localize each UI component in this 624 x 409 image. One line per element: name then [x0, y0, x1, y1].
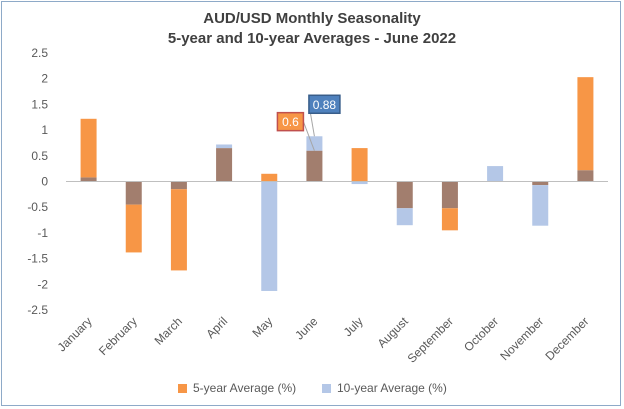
x-tick-label-october: October: [461, 314, 501, 354]
x-tick-label-september: September: [405, 314, 456, 365]
bar-august-10-year: [396, 208, 413, 226]
chart-title: AUD/USD Monthly Seasonality: [203, 10, 421, 27]
legend-item-10-year: 10-year Average (%): [322, 381, 447, 395]
bar-march-overlap: [170, 181, 187, 190]
annotations: 0.6 0.88: [276, 94, 341, 151]
bar-november-overlap: [532, 181, 549, 186]
bar-may-10-year: [261, 181, 278, 291]
y-tick-label: 0: [41, 175, 48, 189]
bar-march-5-year: [170, 189, 187, 271]
x-tick-label-june: June: [292, 314, 321, 343]
bar-july-10-year: [351, 181, 368, 185]
x-tick-label-november: November: [497, 314, 546, 363]
bar-december-5-year: [577, 77, 594, 171]
x-axis: January February March April May June July Augu…: [55, 314, 592, 366]
x-tick-label-august: August: [375, 314, 412, 351]
y-axis: 2.5 2 1.5 1 0.5 0 -0.5 -1 -1.5 -2 -2.5: [27, 46, 48, 317]
bar-may-5-year: [261, 173, 278, 182]
bar-july-5-year: [351, 148, 368, 182]
annotation-box-0-88: [308, 94, 341, 115]
annotation-label: 0.6: [282, 115, 299, 129]
x-tick-label-february: February: [96, 314, 140, 358]
bars: [80, 77, 594, 291]
bar-november-10-year: [532, 185, 549, 226]
bar-april-10-year: [216, 144, 233, 149]
y-tick-label: -1: [37, 226, 48, 240]
y-tick-label: 1.5: [31, 97, 48, 111]
bar-december-overlap: [577, 170, 594, 182]
bar-september-overlap: [441, 181, 458, 209]
x-tick-label-april: April: [203, 314, 230, 341]
annotation-leader-0-6: [302, 121, 315, 151]
bar-january-overlap: [80, 177, 97, 182]
bar-february-overlap: [125, 181, 142, 205]
bar-june-overlap: [306, 150, 323, 182]
legend-label-10-year: 10-year Average (%): [337, 381, 447, 395]
legend-item-5-year: 5-year Average (%): [178, 381, 296, 395]
x-tick-label-january: January: [55, 314, 95, 354]
y-tick-label: -1.5: [27, 252, 48, 266]
y-tick-label: 0.5: [31, 149, 48, 163]
bar-january-5-year: [80, 118, 97, 178]
chart-subtitle: 5-year and 10-year Averages - June 2022: [167, 30, 457, 47]
bar-june-10-year: [306, 136, 323, 151]
x-tick-label-december: December: [542, 314, 591, 363]
x-tick-label-may: May: [249, 314, 275, 340]
legend-swatch-10-year: [322, 383, 331, 393]
y-tick-label: -2: [37, 277, 48, 291]
bar-august-overlap: [396, 181, 413, 209]
annotation-box-0-6: [276, 111, 305, 132]
y-tick-label: 2.5: [31, 46, 48, 60]
legend-swatch-5-year: [178, 383, 187, 393]
bar-february-5-year: [125, 204, 142, 253]
bar-september-5-year: [441, 208, 458, 231]
annotation-label: 0.88: [313, 98, 337, 112]
bar-april-overlap: [216, 148, 233, 182]
legend: 5-year Average (%) 10-year Average (%): [0, 381, 624, 399]
y-tick-label: -0.5: [27, 200, 48, 214]
y-tick-label: 2: [41, 72, 48, 86]
y-tick-label: 1: [41, 123, 48, 137]
bar-october-10-year: [487, 166, 504, 182]
x-tick-label-july: July: [341, 314, 366, 339]
x-tick-label-march: March: [152, 314, 185, 347]
y-tick-label: -2.5: [27, 303, 48, 317]
legend-label-5-year: 5-year Average (%): [193, 381, 297, 395]
